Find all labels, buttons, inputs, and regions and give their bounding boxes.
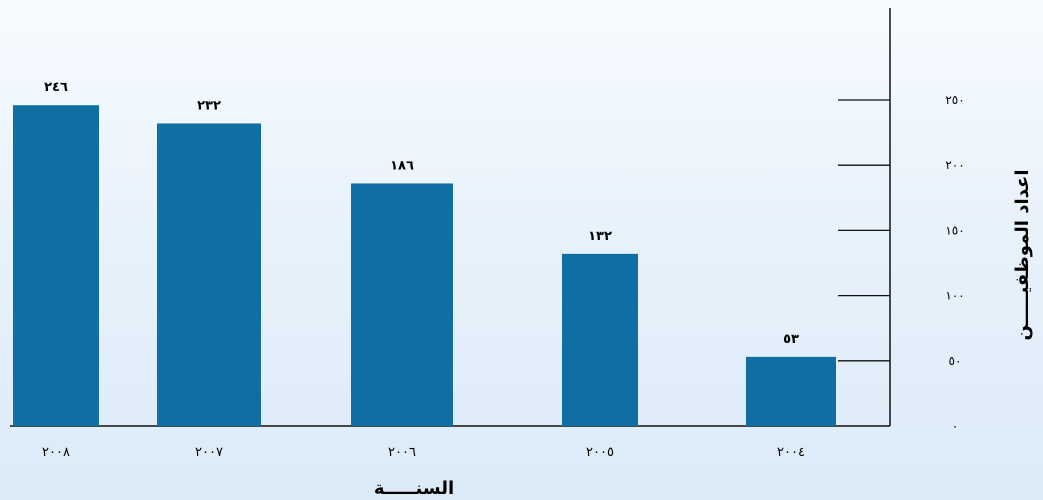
bar [351,183,453,426]
data-label: ٥٣ [783,332,799,347]
x-tick-label: ٢٠٠٥ [586,445,614,460]
x-axis-title: السنـــــة [374,478,454,499]
y-tick-label: ٢٠٠ [945,158,964,172]
y-tick-label: ٥٠ [949,354,962,368]
x-tick-label: ٢٠٠٧ [195,445,223,460]
y-tick-label: ١٠٠ [945,289,964,303]
y-tick-label: ٢٥٠ [945,93,964,107]
bar [13,105,99,426]
x-tick-label: ٢٠٠٤ [777,445,805,460]
bar [562,253,638,426]
bar [157,123,261,427]
data-label: ١٣٢ [588,229,612,244]
y-axis-title: اعداد الموظفيـــــن [1012,169,1033,340]
y-tick-label: ١٥٠ [945,223,964,237]
x-tick-label: ٢٠٠٨ [42,445,70,460]
y-tick-label: ٠ [952,419,958,433]
x-tick-label: ٢٠٠٦ [388,445,416,460]
data-label: ٢٤٦ [44,80,68,95]
data-label: ١٨٦ [390,158,414,173]
bar [746,356,836,426]
data-label: ٢٣٢ [197,98,221,113]
